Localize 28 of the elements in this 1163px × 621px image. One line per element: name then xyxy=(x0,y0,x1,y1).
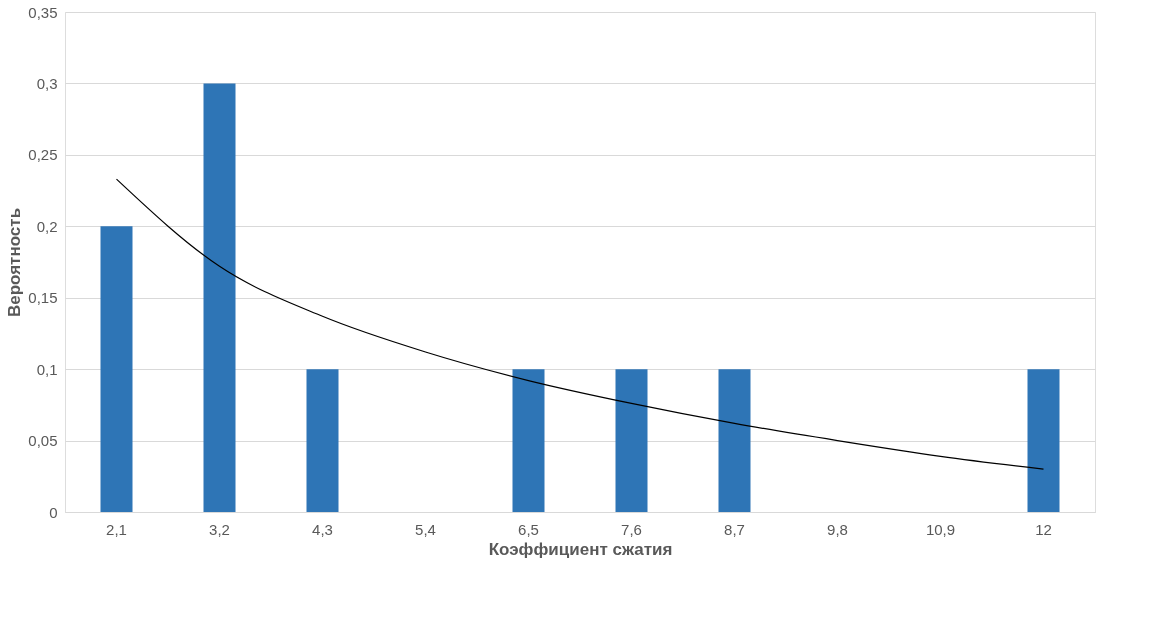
x-tick-label: 3,2 xyxy=(209,520,230,538)
bar xyxy=(306,369,339,512)
x-tick-label: 2,1 xyxy=(106,520,127,538)
bar xyxy=(615,369,648,512)
bar xyxy=(1027,369,1060,512)
line-series xyxy=(115,178,1045,470)
x-tick-label: 6,5 xyxy=(518,520,539,538)
x-tick-label: 9,8 xyxy=(827,520,848,538)
bar xyxy=(718,369,751,512)
y-tick-label: 0,05 xyxy=(28,432,58,450)
y-axis-title: Вероятность xyxy=(5,207,25,318)
y-tick-label: 0,15 xyxy=(28,289,58,307)
x-tick-label: 4,3 xyxy=(312,520,333,538)
y-tick-label: 0 xyxy=(49,503,58,521)
x-tick-label: 8,7 xyxy=(724,520,745,538)
y-tick-label: 0,3 xyxy=(36,74,58,92)
x-tick-label: 10,9 xyxy=(925,520,956,538)
y-tick-label: 0,2 xyxy=(36,217,58,235)
y-tick-label: 0,35 xyxy=(28,3,58,21)
y-tick-label: 0,1 xyxy=(36,360,58,378)
bar xyxy=(512,369,545,512)
x-axis-title: Коэффициент сжатия xyxy=(488,539,673,559)
y-tick-label: 0,25 xyxy=(28,146,58,164)
x-tick-label: 5,4 xyxy=(415,520,436,538)
bar xyxy=(203,83,236,512)
x-tick-label: 12 xyxy=(1035,520,1052,538)
bar xyxy=(100,226,133,512)
x-tick-label: 7,6 xyxy=(621,520,642,538)
